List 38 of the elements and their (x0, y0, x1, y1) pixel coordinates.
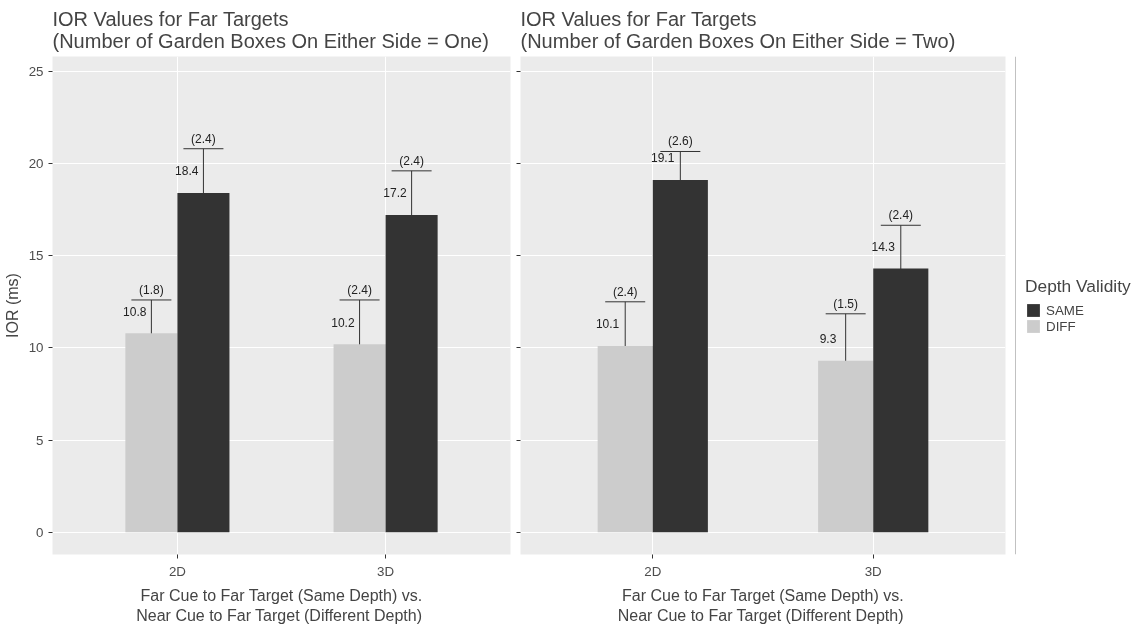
chart-title: IOR Values for Far Targets (Number of Garden Boxes On Either Side = One) (52, 7, 489, 52)
bar (597, 346, 653, 533)
data-label: 10.8 (123, 304, 147, 319)
data-label: 10.2 (331, 315, 355, 330)
data-label: 17.2 (383, 186, 407, 201)
y-tick-label: 20 (28, 155, 44, 171)
y-tick-label: 0 (36, 524, 44, 540)
annotation: (2.4) (347, 282, 372, 297)
legend-label: SAME (1046, 302, 1084, 318)
y-tick-label: 5 (36, 432, 44, 448)
x-tick-label: 2D (644, 563, 662, 579)
bar (818, 360, 874, 533)
annotation: (2.6) (667, 134, 693, 149)
bar (125, 333, 178, 533)
legend-label: DIFF (1046, 318, 1076, 334)
legend-title: Depth Validity (1025, 276, 1131, 297)
data-label: 18.4 (175, 164, 199, 179)
x-tick-label: 2D (168, 563, 186, 579)
bar (333, 344, 386, 533)
chart-title: IOR Values for Far Targets (Number of Garden Boxes On Either Side = Two) (520, 7, 956, 52)
annotation: (2.4) (888, 208, 914, 223)
y-tick-label: 10 (28, 340, 44, 356)
annotation: (1.5) (833, 296, 859, 311)
y-tick-label: 15 (28, 248, 44, 264)
x-axis-title: Far Cue to Far Target (Same Depth) vs. Near Cue to Far Target (Different Depth) (617, 586, 904, 624)
x-axis-title: Far Cue to Far Target (Same Depth) vs. Near Cue to Far Target (Different Depth) (136, 586, 423, 624)
annotation: (2.4) (612, 284, 638, 299)
annotation: (2.4) (191, 131, 216, 146)
data-label: 9.3 (819, 332, 837, 347)
data-label: 14.3 (871, 239, 896, 254)
y-tick-label: 25 (28, 63, 44, 79)
annotation: (2.4) (399, 153, 424, 168)
data-label: 10.1 (595, 317, 620, 332)
x-tick-label: 3D (377, 563, 395, 579)
annotation: (1.8) (139, 282, 164, 297)
x-tick-label: 3D (864, 563, 882, 579)
y-axis-title: IOR (ms) (3, 273, 21, 338)
data-label: 19.1 (651, 151, 675, 166)
